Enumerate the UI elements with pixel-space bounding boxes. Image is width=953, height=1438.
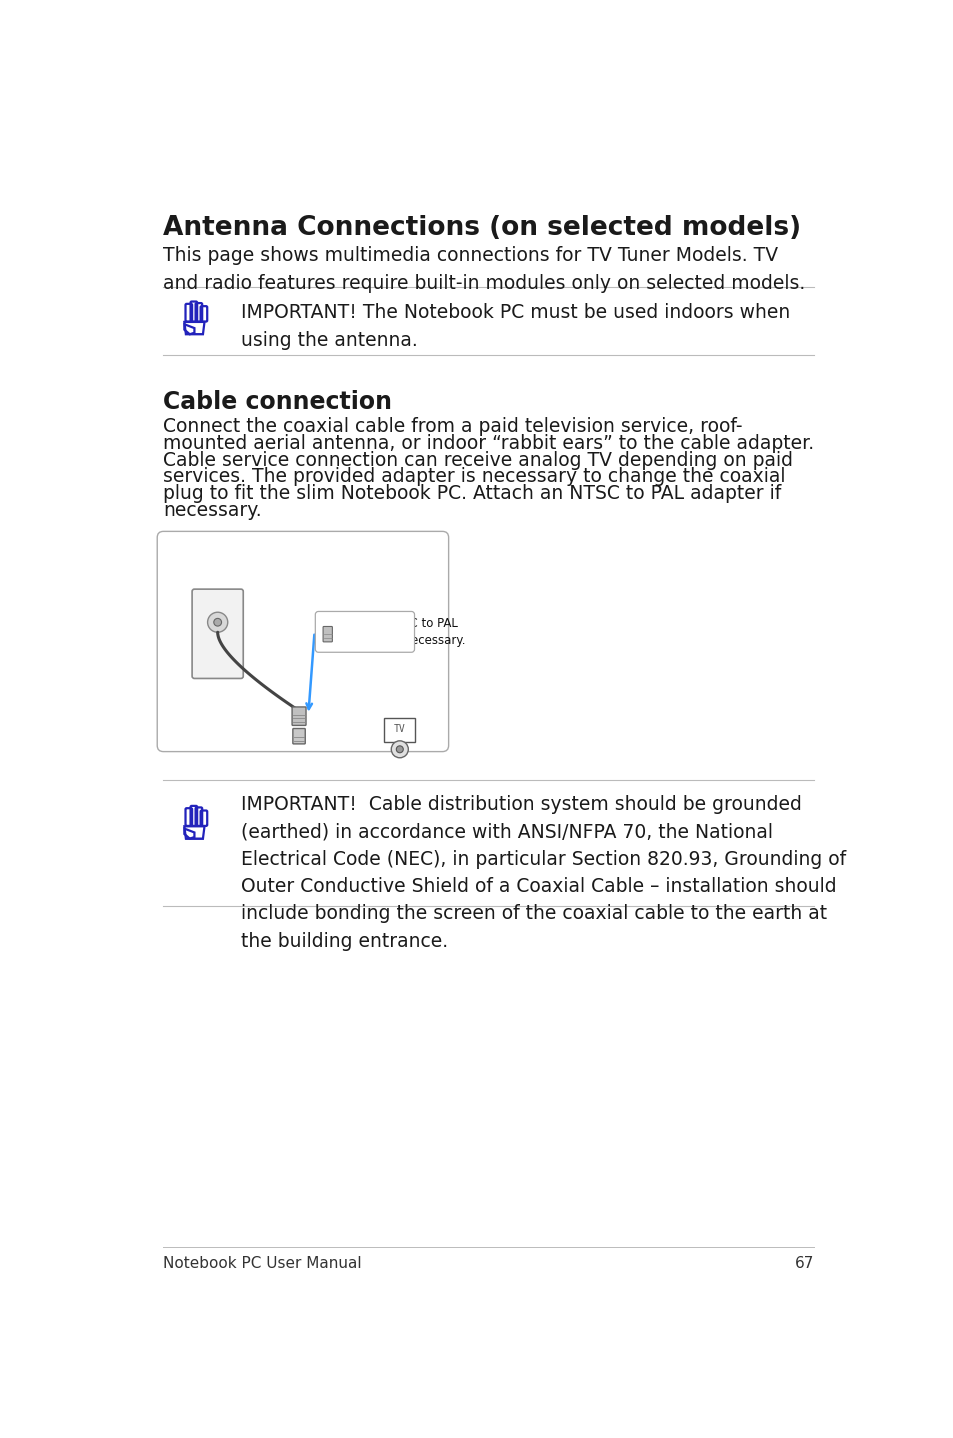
FancyBboxPatch shape <box>293 729 305 743</box>
Text: IMPORTANT! The Notebook PC must be used indoors when
using the antenna.: IMPORTANT! The Notebook PC must be used … <box>241 302 789 349</box>
Text: services. The provided adapter is necessary to change the coaxial: services. The provided adapter is necess… <box>163 467 785 486</box>
Text: This page shows multimedia connections for TV Tuner Models. TV
and radio feature: This page shows multimedia connections f… <box>163 246 805 293</box>
Text: IMPORTANT!  Cable distribution system should be grounded
(earthed) in accordance: IMPORTANT! Cable distribution system sho… <box>241 795 845 951</box>
Text: Antenna Connections (on selected models): Antenna Connections (on selected models) <box>163 214 801 242</box>
Circle shape <box>391 741 408 758</box>
Text: Use an NTSC to PAL
adapter if necessary.: Use an NTSC to PAL adapter if necessary. <box>341 617 465 647</box>
FancyBboxPatch shape <box>315 611 415 653</box>
Circle shape <box>213 618 221 626</box>
Text: TV: TV <box>394 723 405 733</box>
FancyBboxPatch shape <box>192 590 243 679</box>
Circle shape <box>208 613 228 633</box>
FancyBboxPatch shape <box>323 627 332 641</box>
FancyBboxPatch shape <box>292 707 306 725</box>
Text: 67: 67 <box>794 1255 814 1271</box>
Circle shape <box>395 746 403 752</box>
Text: necessary.: necessary. <box>163 502 262 521</box>
Text: Cable connection: Cable connection <box>163 390 392 414</box>
Text: Connect the coaxial cable from a paid television service, roof-: Connect the coaxial cable from a paid te… <box>163 417 742 436</box>
Text: plug to fit the slim Notebook PC. Attach an NTSC to PAL adapter if: plug to fit the slim Notebook PC. Attach… <box>163 485 781 503</box>
FancyBboxPatch shape <box>157 532 448 752</box>
Text: Cable service connection can receive analog TV depending on paid: Cable service connection can receive ana… <box>163 450 793 470</box>
Text: mounted aerial antenna, or indoor “rabbit ears” to the cable adapter.: mounted aerial antenna, or indoor “rabbi… <box>163 434 814 453</box>
Text: Notebook PC User Manual: Notebook PC User Manual <box>163 1255 362 1271</box>
